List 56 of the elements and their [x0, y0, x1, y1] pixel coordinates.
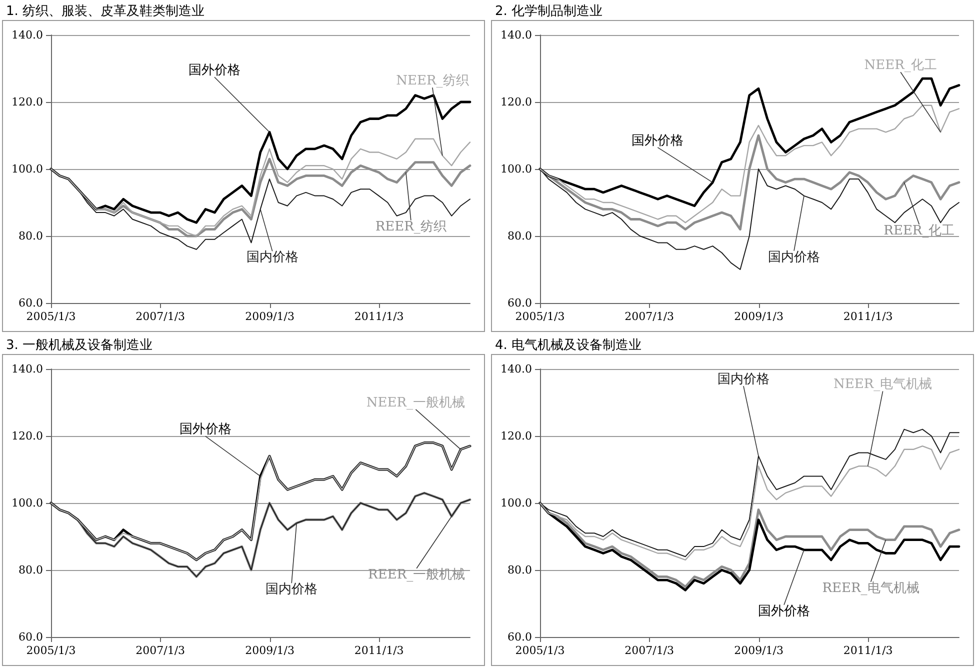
text: NEER_纺织	[396, 74, 469, 89]
y-tick-label: 120.0	[12, 430, 43, 442]
text: NEER_化工	[864, 58, 937, 74]
x-tick-label: 2005/1/3	[26, 644, 76, 657]
chart-title: 3. 一般机械及设备制造业	[6, 337, 153, 354]
chart-title: 1. 纺织、服装、皮革及鞋类制造业	[6, 3, 205, 20]
y-tick-label: 80.0	[508, 230, 532, 242]
y-tick-label: 100.0	[12, 162, 43, 176]
x-tick-label: 2007/1/3	[624, 310, 674, 323]
x-tick-label: 2009/1/3	[245, 310, 294, 323]
y-tick-label: 80.0	[18, 230, 43, 242]
text: 国外价格	[632, 133, 684, 148]
y-tick-label: 120.0	[12, 96, 43, 108]
x-tick-label: 2005/1/3	[26, 310, 76, 323]
chart-title: 2. 化学制品制造业	[495, 3, 603, 20]
x-tick-label: 2005/1/3	[515, 644, 565, 657]
series-label: REER_化工	[884, 223, 955, 238]
x-tick-label: 2007/1/3	[136, 644, 186, 657]
y-tick-label: 80.0	[508, 564, 532, 576]
y-tick-label: 80.0	[18, 564, 43, 576]
y-tick-label: 120.0	[500, 430, 532, 442]
text: 国外价格	[188, 63, 240, 78]
series-label: 国内价格	[246, 250, 298, 266]
y-tick-label: 60.0	[508, 296, 532, 310]
x-tick-label: 2009/1/3	[245, 644, 294, 657]
series-label: 国内价格	[768, 250, 820, 265]
x-tick-label: 2007/1/3	[136, 310, 186, 323]
y-tick-label: 100.0	[500, 496, 532, 510]
chart-title: 4. 电气机械及设备制造业	[495, 337, 642, 354]
y-tick-label: 100.0	[500, 162, 532, 176]
x-tick-label: 2011/1/3	[354, 310, 404, 323]
x-tick-label: 2007/1/3	[624, 644, 674, 657]
text: 国外价格	[179, 422, 232, 438]
y-tick-label: 60.0	[18, 630, 43, 644]
text: REER_一般机械	[368, 567, 466, 582]
y-tick-label: 60.0	[508, 630, 532, 644]
x-tick-label: 2009/1/3	[734, 644, 784, 657]
x-tick-label: 2011/1/3	[843, 644, 893, 657]
y-tick-label: 100.0	[12, 496, 43, 510]
text: REER_纺织	[375, 219, 446, 234]
text: 国内价格	[717, 372, 770, 388]
y-tick-label: 140.0	[12, 362, 43, 376]
text: REER_电气机械	[822, 580, 920, 596]
x-tick-label: 2011/1/3	[843, 310, 893, 323]
text: 国外价格	[758, 604, 810, 619]
x-tick-label: 2005/1/3	[515, 310, 565, 323]
x-tick-label: 2011/1/3	[354, 644, 404, 657]
series-label: 国内价格	[266, 582, 318, 598]
x-tick-label: 2009/1/3	[734, 310, 784, 323]
y-tick-label: 140.0	[500, 362, 532, 376]
y-tick-label: 140.0	[500, 28, 532, 42]
y-tick-label: 140.0	[12, 28, 43, 42]
text: NEER_电气机械	[833, 377, 932, 392]
y-tick-label: 120.0	[500, 96, 532, 108]
text: NEER_一般机械	[366, 395, 466, 410]
y-tick-label: 60.0	[18, 296, 43, 310]
